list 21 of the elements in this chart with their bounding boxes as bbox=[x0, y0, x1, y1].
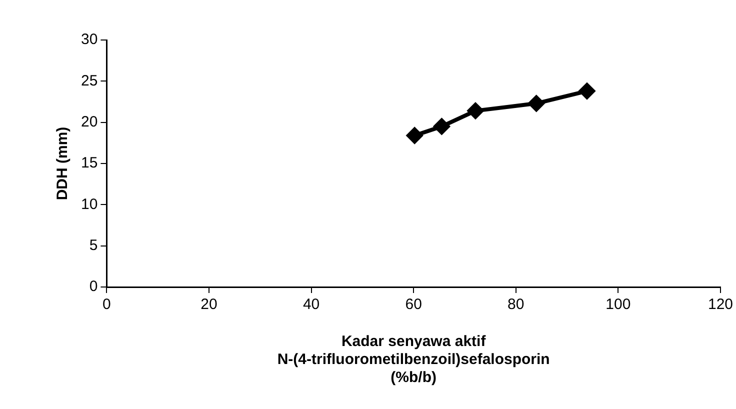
y-tick-label: 25 bbox=[80, 72, 98, 90]
x-tick-label: 20 bbox=[200, 296, 218, 314]
y-tick-label: 10 bbox=[80, 196, 98, 213]
y-tick-label: 5 bbox=[89, 236, 98, 254]
y-tick-label: 15 bbox=[80, 154, 98, 172]
x-tick-label: 120 bbox=[708, 296, 733, 314]
x-tick-label: 100 bbox=[606, 296, 631, 314]
x-tick-label: 40 bbox=[302, 296, 320, 314]
x-tick-label: 0 bbox=[102, 296, 111, 314]
y-tick-label: 30 bbox=[80, 31, 98, 48]
point bbox=[434, 118, 450, 134]
y-tick-label: 0 bbox=[89, 278, 98, 296]
point bbox=[406, 128, 423, 144]
x-tick-label: 60 bbox=[405, 296, 422, 314]
y-axis-title: DDH (mm) bbox=[54, 126, 72, 200]
point bbox=[528, 95, 544, 112]
point bbox=[578, 83, 595, 100]
x-tick-label: 80 bbox=[508, 296, 524, 314]
x-axis-title: Kadar senyawa aktif N-(4-trifluorometilbenzoil)sefalosporin (%b/b) bbox=[277, 333, 550, 386]
point bbox=[467, 102, 484, 119]
y-tick-label: 20 bbox=[80, 113, 98, 130]
